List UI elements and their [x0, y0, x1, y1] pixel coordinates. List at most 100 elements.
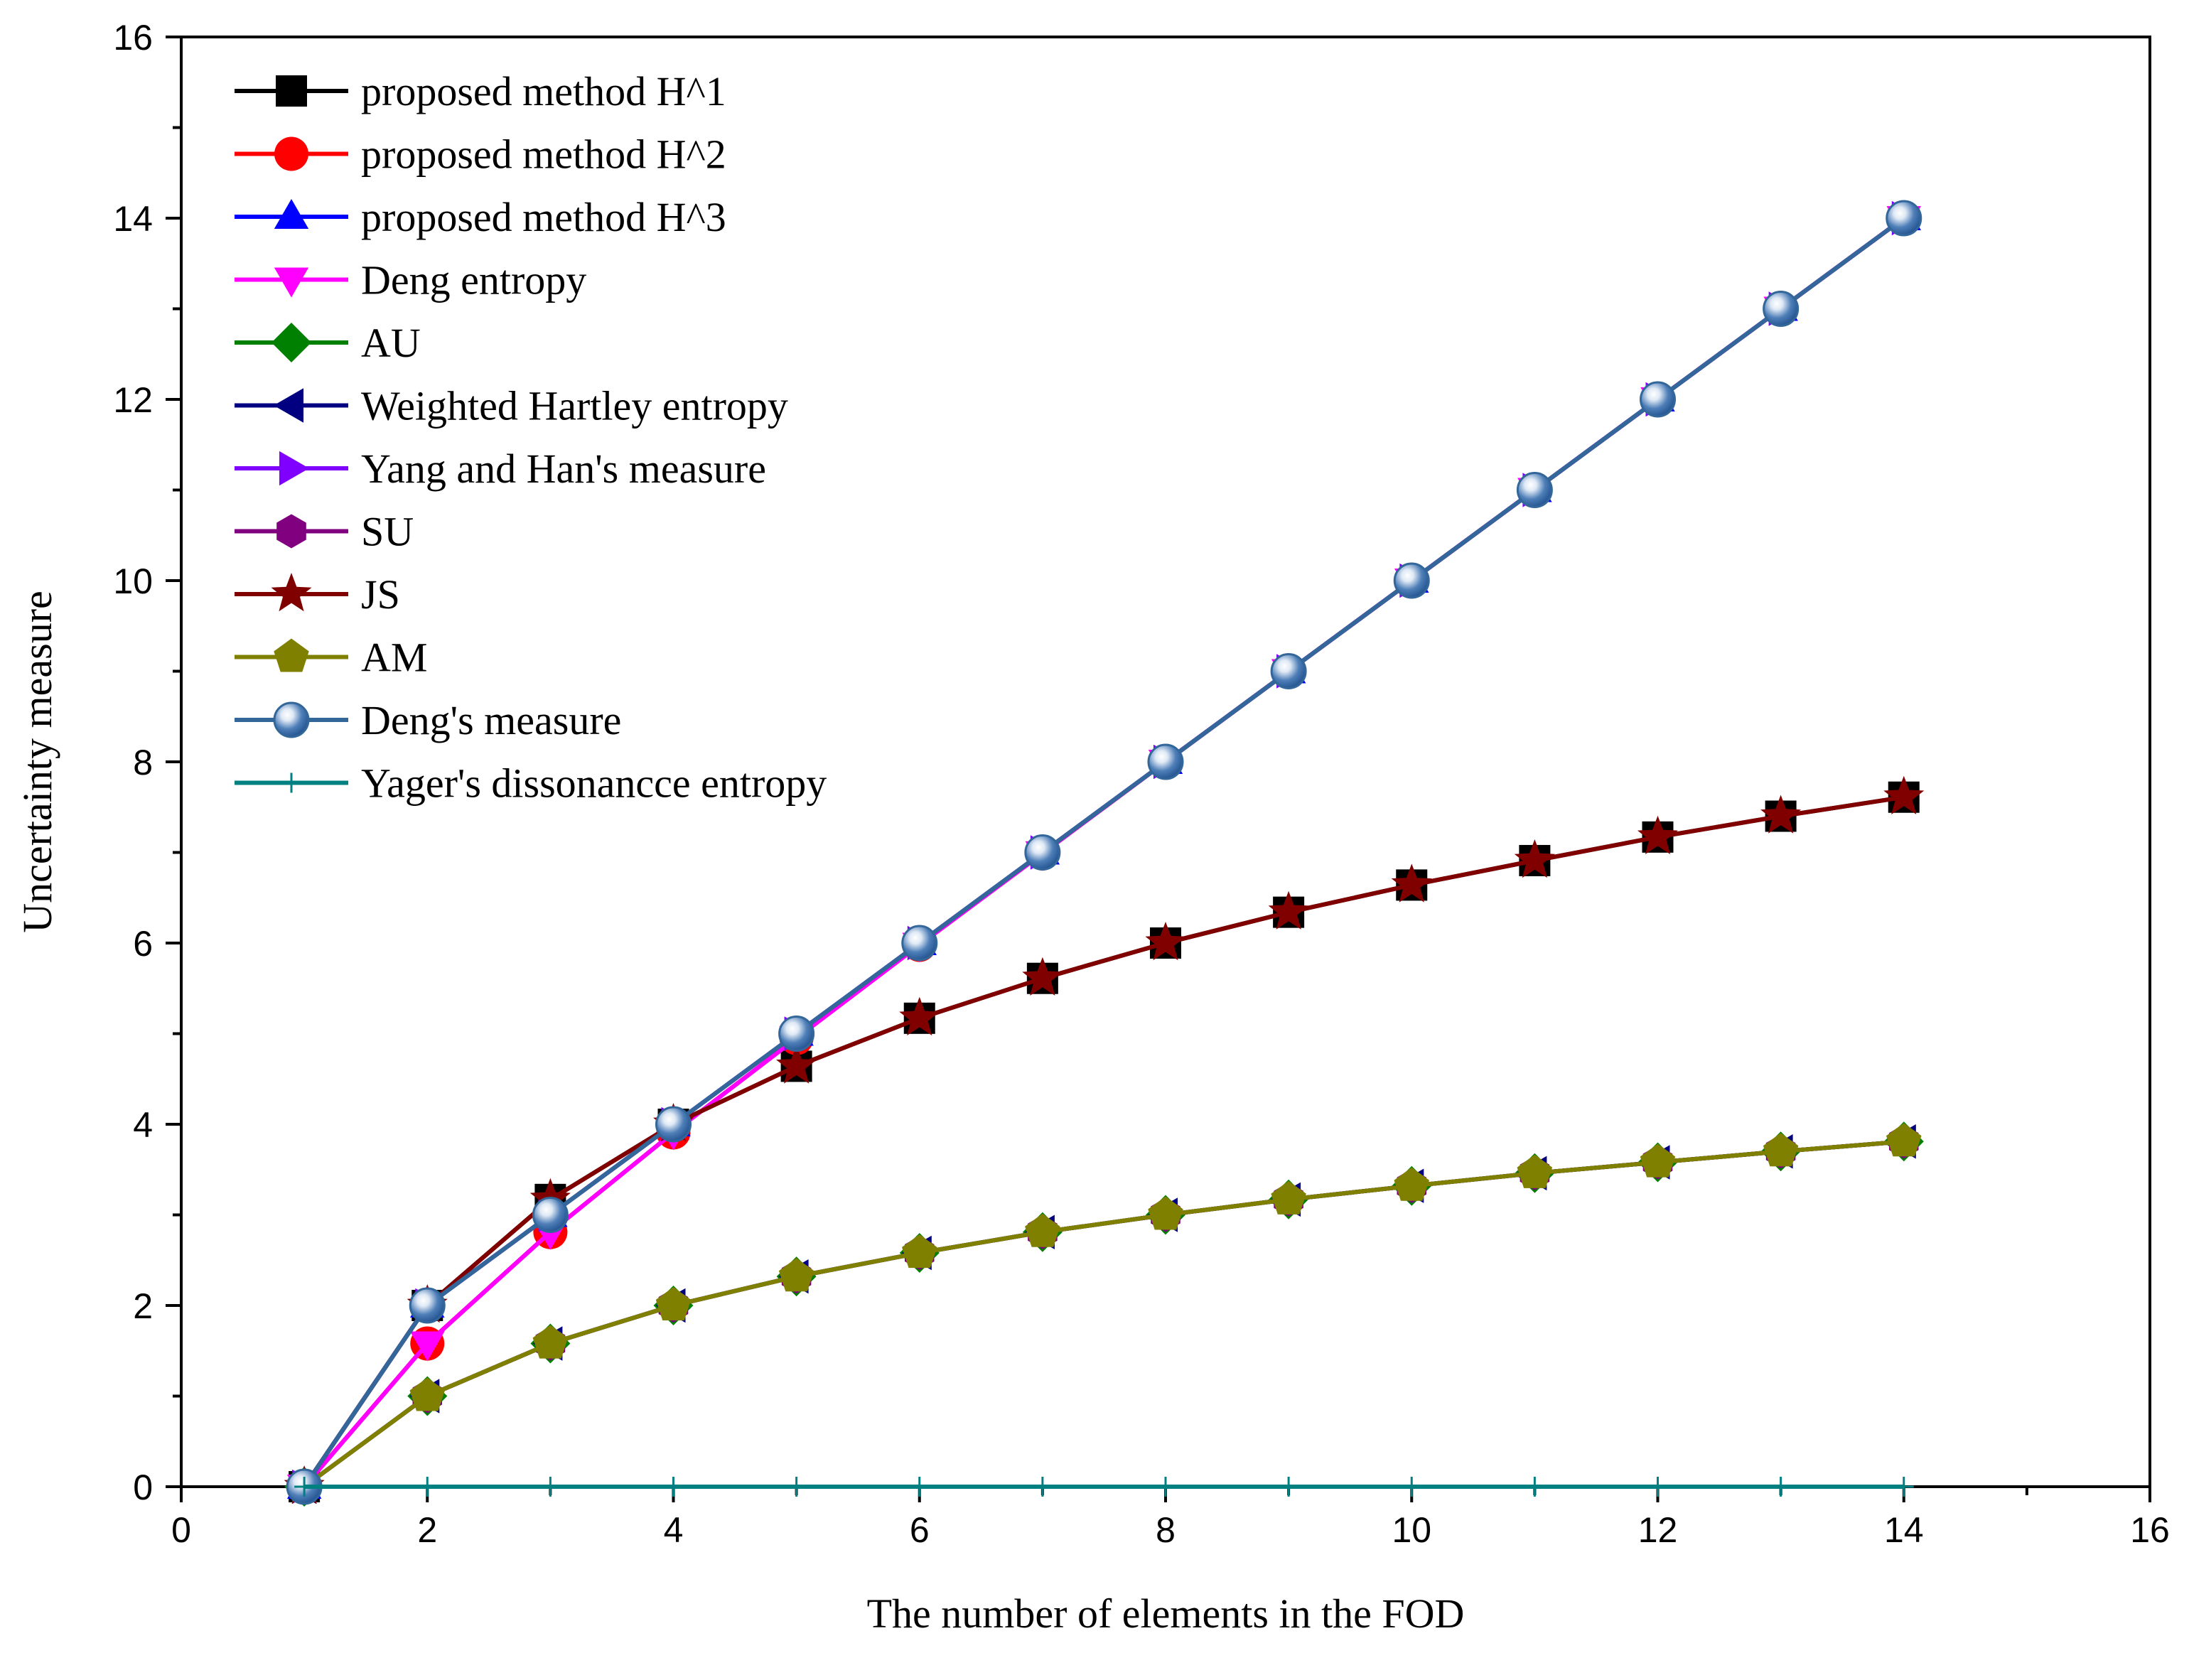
x-axis-title: The number of elements in the FOD — [867, 1590, 1465, 1637]
x-tick-label: 2 — [417, 1510, 437, 1550]
legend-label: proposed method H^3 — [361, 194, 726, 240]
x-tick-label: 0 — [171, 1510, 191, 1550]
legend-label: Deng's measure — [361, 697, 621, 743]
data-point — [1268, 890, 1309, 930]
legend-label: Yang and Han's measure — [361, 446, 766, 492]
x-tick-label: 12 — [1638, 1510, 1678, 1550]
data-point — [1883, 775, 1925, 814]
legend-marker — [276, 75, 307, 107]
data-point — [1760, 795, 1802, 834]
series-1 — [289, 781, 1920, 1502]
data-point — [1393, 562, 1430, 599]
legend-label: SU — [361, 509, 414, 555]
series-line — [302, 795, 1905, 1488]
legend-marker — [279, 451, 309, 486]
x-tick-label: 14 — [1884, 1510, 1924, 1550]
data-point — [1770, 1477, 1791, 1497]
legend-marker — [276, 514, 306, 549]
legend-entry: Deng's measure — [235, 697, 621, 743]
legend-entry: proposed method H^1 — [235, 68, 726, 114]
legend-label: AM — [361, 635, 427, 681]
y-axis-title: Uncertainty measure — [14, 591, 60, 933]
data-point — [410, 1331, 445, 1362]
legend-label: JS — [361, 571, 400, 618]
legend-entry: AU — [235, 320, 421, 366]
data-point — [1156, 1477, 1176, 1497]
legend-marker — [271, 323, 311, 362]
legend-label: Weighted Hartley entropy — [361, 383, 788, 429]
data-point — [1516, 472, 1553, 508]
data-point — [1270, 653, 1307, 689]
data-point — [1763, 291, 1800, 327]
series-6 — [286, 1124, 1916, 1504]
y-tick-label: 8 — [133, 743, 153, 782]
data-point — [1024, 834, 1061, 871]
legend-marker — [274, 199, 309, 229]
y-tick-label: 16 — [113, 18, 153, 58]
legend-entry: Weighted Hartley entropy — [235, 383, 788, 429]
data-point — [1524, 1477, 1545, 1497]
y-tick-label: 0 — [133, 1468, 153, 1507]
series-10 — [286, 1123, 1922, 1502]
x-tick-label: 16 — [2130, 1510, 2170, 1550]
series-5 — [284, 1121, 1924, 1507]
x-tick-label: 10 — [1392, 1510, 1431, 1550]
data-point — [902, 1234, 937, 1269]
legend-label: Yager's dissonancce entropy — [361, 760, 827, 807]
data-point — [901, 925, 938, 962]
data-point — [540, 1477, 561, 1497]
data-point — [786, 1477, 807, 1497]
data-point — [909, 1477, 930, 1497]
y-tick-label: 2 — [133, 1286, 153, 1326]
legend-entry: AM — [235, 635, 427, 681]
series-8 — [289, 1124, 1919, 1504]
data-point — [1032, 1477, 1053, 1497]
series-layer — [284, 200, 1925, 1507]
data-point — [778, 1016, 815, 1052]
data-point — [1147, 743, 1184, 780]
series-12 — [294, 1477, 1914, 1497]
data-point — [294, 1477, 315, 1497]
data-point — [1391, 863, 1432, 903]
series-line — [303, 1139, 1905, 1489]
data-point — [1517, 1154, 1553, 1188]
data-point — [778, 1258, 814, 1292]
data-point — [1640, 381, 1676, 418]
series-line — [302, 216, 1905, 1488]
legend-label: proposed method H^2 — [361, 131, 726, 178]
data-point — [409, 1377, 445, 1411]
y-tick-label: 14 — [113, 199, 153, 239]
legend-entry: JS — [235, 571, 400, 618]
data-point — [409, 1287, 446, 1324]
legend-marker — [271, 573, 312, 612]
legend-entry: Deng entropy — [235, 257, 586, 303]
y-tick-label: 4 — [133, 1105, 153, 1145]
data-point — [1647, 1477, 1668, 1497]
data-point — [1279, 1477, 1299, 1497]
series-11 — [286, 200, 1922, 1505]
legend-label: proposed method H^1 — [361, 68, 726, 114]
data-point — [1763, 1133, 1799, 1167]
legend-marker — [274, 638, 309, 672]
data-point — [1637, 815, 1678, 855]
legend: proposed method H^1 proposed method H^2 pr… — [235, 68, 827, 807]
y-tick-label: 10 — [113, 561, 153, 601]
x-tick-label: 6 — [910, 1510, 930, 1550]
data-point — [1640, 1143, 1676, 1178]
x-tick-label: 4 — [664, 1510, 684, 1550]
data-point — [655, 1287, 692, 1320]
legend-entry: proposed method H^3 — [235, 194, 726, 240]
legend-entry: Yang and Han's measure — [235, 446, 766, 492]
data-point — [1886, 200, 1922, 237]
data-point — [532, 1325, 569, 1359]
legend-label: Deng entropy — [361, 257, 586, 303]
y-tick-label: 12 — [113, 380, 153, 420]
data-point — [899, 996, 940, 1036]
data-point — [1514, 839, 1555, 878]
data-point — [417, 1477, 438, 1497]
x-tick-label: 8 — [1156, 1510, 1176, 1550]
data-point — [1148, 1196, 1183, 1230]
data-point — [1025, 1213, 1060, 1247]
series-9 — [284, 775, 1925, 1504]
